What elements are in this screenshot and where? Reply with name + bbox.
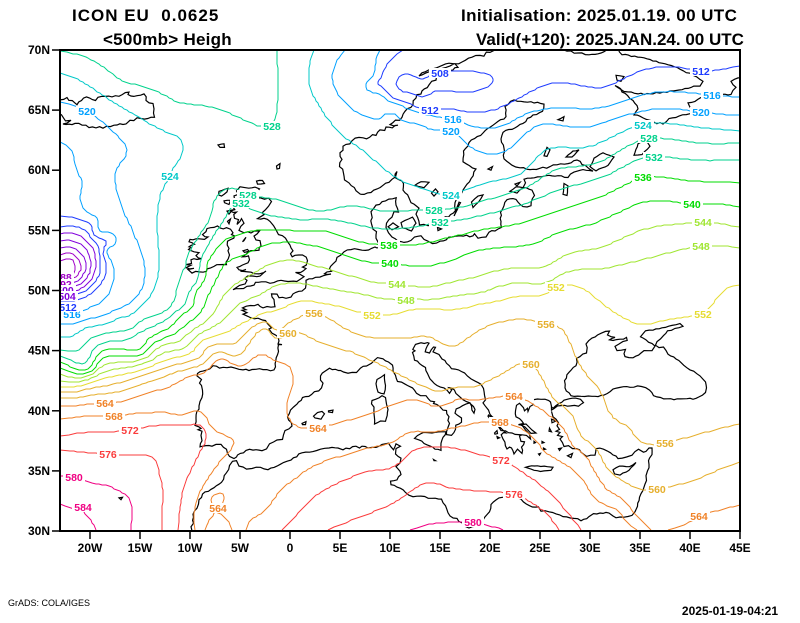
svg-text:GrADS: COLA/IGES: GrADS: COLA/IGES <box>8 598 90 608</box>
svg-text:568: 568 <box>491 417 509 429</box>
svg-text:544: 544 <box>388 279 406 291</box>
svg-text:572: 572 <box>121 425 139 437</box>
svg-text:584: 584 <box>74 502 92 514</box>
svg-text:5W: 5W <box>231 541 250 555</box>
svg-text:532: 532 <box>431 217 449 229</box>
svg-text:560: 560 <box>648 484 666 496</box>
svg-text:20W: 20W <box>78 541 103 555</box>
svg-text:0: 0 <box>287 541 294 555</box>
svg-text:512: 512 <box>692 66 710 78</box>
svg-text:10W: 10W <box>178 541 203 555</box>
svg-text:<500mb> Heigh: <500mb> Heigh <box>103 30 232 49</box>
svg-text:ICON EU 0.0625: ICON EU 0.0625 <box>72 6 219 25</box>
svg-text:516: 516 <box>444 114 462 126</box>
svg-text:512: 512 <box>59 302 77 314</box>
svg-text:2025-01-19-04:21: 2025-01-19-04:21 <box>682 604 778 618</box>
svg-text:576: 576 <box>505 489 523 501</box>
svg-text:552: 552 <box>363 310 381 322</box>
svg-text:40N: 40N <box>28 404 50 418</box>
svg-text:560: 560 <box>522 359 540 371</box>
svg-text:556: 556 <box>305 308 323 320</box>
svg-text:540: 540 <box>381 258 399 270</box>
svg-text:564: 564 <box>209 503 227 515</box>
svg-text:516: 516 <box>703 90 721 102</box>
svg-text:548: 548 <box>397 295 415 307</box>
svg-text:30E: 30E <box>579 541 600 555</box>
svg-text:564: 564 <box>690 511 708 523</box>
svg-text:45N: 45N <box>28 344 50 358</box>
svg-text:504: 504 <box>58 291 76 303</box>
svg-text:532: 532 <box>232 198 250 210</box>
svg-text:580: 580 <box>464 517 482 529</box>
svg-text:576: 576 <box>99 449 117 461</box>
svg-text:536: 536 <box>634 172 652 184</box>
svg-text:5E: 5E <box>333 541 348 555</box>
svg-text:30N: 30N <box>28 524 50 538</box>
svg-text:20E: 20E <box>479 541 500 555</box>
svg-text:Valid(+120): 2025.JAN.24. 00 U: Valid(+120): 2025.JAN.24. 00 UTC <box>476 30 744 49</box>
svg-text:50N: 50N <box>28 284 50 298</box>
svg-text:35N: 35N <box>28 464 50 478</box>
svg-text:524: 524 <box>442 190 460 202</box>
svg-text:10E: 10E <box>379 541 400 555</box>
svg-text:560: 560 <box>279 328 297 340</box>
svg-text:528: 528 <box>263 121 281 133</box>
svg-text:520: 520 <box>78 106 96 118</box>
svg-text:70N: 70N <box>28 43 50 57</box>
svg-text:15W: 15W <box>128 541 153 555</box>
svg-text:45E: 45E <box>729 541 750 555</box>
svg-text:536: 536 <box>380 240 398 252</box>
svg-text:544: 544 <box>694 217 712 229</box>
svg-text:35E: 35E <box>629 541 650 555</box>
svg-text:524: 524 <box>634 120 652 132</box>
svg-text:15E: 15E <box>429 541 450 555</box>
svg-text:548: 548 <box>692 241 710 253</box>
svg-text:524: 524 <box>161 171 179 183</box>
svg-text:564: 564 <box>505 391 523 403</box>
svg-text:512: 512 <box>421 105 439 117</box>
svg-text:552: 552 <box>694 309 712 321</box>
svg-text:Initialisation: 2025.01.19. 00: Initialisation: 2025.01.19. 00 UTC <box>461 6 737 25</box>
svg-text:60N: 60N <box>28 163 50 177</box>
svg-text:508: 508 <box>431 68 449 80</box>
svg-text:25E: 25E <box>529 541 550 555</box>
svg-text:556: 556 <box>537 319 555 331</box>
svg-text:532: 532 <box>645 152 663 164</box>
svg-text:556: 556 <box>656 438 674 450</box>
svg-text:568: 568 <box>105 411 123 423</box>
svg-text:40E: 40E <box>679 541 700 555</box>
svg-text:564: 564 <box>96 398 114 410</box>
svg-text:55N: 55N <box>28 223 50 237</box>
svg-text:580: 580 <box>65 472 83 484</box>
svg-text:520: 520 <box>442 126 460 138</box>
svg-text:488: 488 <box>54 272 72 284</box>
svg-text:552: 552 <box>547 282 565 294</box>
svg-text:540: 540 <box>683 199 701 211</box>
svg-text:564: 564 <box>309 423 327 435</box>
svg-text:528: 528 <box>425 205 443 217</box>
svg-text:528: 528 <box>640 133 658 145</box>
svg-text:572: 572 <box>492 455 510 467</box>
svg-text:520: 520 <box>692 107 710 119</box>
svg-text:65N: 65N <box>28 103 50 117</box>
